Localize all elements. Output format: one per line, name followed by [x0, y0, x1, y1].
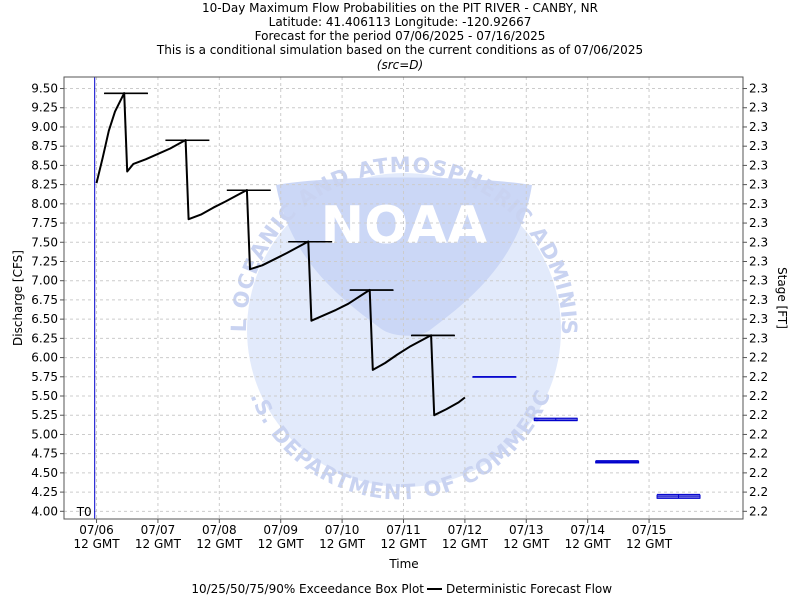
y-right-tick-label: 2.2 — [749, 504, 768, 518]
x-tick-label-time: 12 GMT — [196, 537, 243, 551]
chart-conditional-note: This is a conditional simulation based o… — [156, 43, 643, 57]
y-left-tick-label: 6.75 — [31, 293, 58, 307]
x-tick-label-time: 12 GMT — [73, 537, 120, 551]
noaa-watermark-gull — [276, 177, 532, 336]
y-left-tick-label: 4.75 — [31, 447, 58, 461]
x-tick-label-date: 07/09 — [263, 523, 298, 537]
y-left-tick-label: 8.25 — [31, 178, 58, 192]
deterministic-forecast-line — [95, 92, 466, 417]
y-axis-right: 2.2 2.2 2.2 2.2 2.2 2.2 2.2 2.2 2.2 2.3 2.3 2.3 2.3 2… — [743, 82, 768, 518]
t0-marker: T0 — [76, 77, 96, 519]
x-tick-label-date: 07/13 — [509, 523, 544, 537]
y-left-tick-label: 4.00 — [31, 504, 58, 518]
x-tick-label-time: 12 GMT — [503, 537, 550, 551]
x-tick-label-date: 07/14 — [570, 523, 605, 537]
x-tick-label-time: 12 GMT — [319, 537, 366, 551]
y-left-tick-label: 4.50 — [31, 466, 58, 480]
x-axis-title: Time — [388, 557, 418, 571]
y-left-tick-label: 8.00 — [31, 197, 58, 211]
legend-boxplot-label: 10/25/50/75/90% Exceedance Box Plot — [191, 582, 424, 596]
y-left-tick-label: 9.25 — [31, 101, 58, 115]
y-right-tick-label: 2.2 — [749, 485, 768, 499]
boxplot — [349, 289, 394, 291]
y-right-tick-label: 2.3 — [749, 274, 768, 288]
y-right-tick-label: 2.3 — [749, 312, 768, 326]
y-left-tick-label: 4.25 — [31, 485, 58, 499]
x-tick-label-date: 07/06 — [79, 523, 114, 537]
grid-lines — [64, 77, 743, 519]
x-tick-label-time: 12 GMT — [380, 537, 427, 551]
y-left-tick-label: 8.50 — [31, 158, 58, 172]
deterministic-series — [95, 92, 466, 417]
chart-title: 10-Day Maximum Flow Probabilities on the… — [202, 1, 598, 15]
x-tick-label-date: 07/08 — [202, 523, 237, 537]
y-right-tick-label: 2.3 — [749, 139, 768, 153]
y-left-tick-label: 8.75 — [31, 139, 58, 153]
y-left-tick-label: 7.50 — [31, 235, 58, 249]
y-right-tick-label: 2.2 — [749, 427, 768, 441]
chart-source: (src=D) — [377, 58, 423, 72]
t0-label: T0 — [76, 505, 92, 519]
y-right-tick-label: 2.3 — [749, 120, 768, 134]
y-right-tick-label: 2.3 — [749, 235, 768, 249]
y-left-tick-label: 5.75 — [31, 370, 58, 384]
boxplot — [595, 460, 640, 464]
x-tick-label-time: 12 GMT — [442, 537, 489, 551]
boxplot — [533, 417, 578, 422]
x-tick-label-date: 07/11 — [386, 523, 421, 537]
y-left-tick-label: 6.00 — [31, 351, 58, 365]
x-tick-label-time: 12 GMT — [626, 537, 673, 551]
y-axis-left-title: Discharge [CFS] — [11, 250, 25, 346]
y-left-tick-label: 6.25 — [31, 331, 58, 345]
y-left-tick-label: 9.50 — [31, 82, 58, 96]
boxplot — [288, 241, 333, 243]
y-left-tick-label: 5.50 — [31, 389, 58, 403]
y-right-tick-label: 2.2 — [749, 389, 768, 403]
x-tick-label-date: 07/07 — [141, 523, 176, 537]
x-tick-label-time: 12 GMT — [135, 537, 182, 551]
y-left-tick-label: 5.25 — [31, 408, 58, 422]
y-left-tick-label: 7.75 — [31, 216, 58, 230]
exceedance-boxplots — [104, 92, 701, 499]
y-right-tick-label: 2.3 — [749, 331, 768, 345]
y-left-tick-label: 6.50 — [31, 312, 58, 326]
y-right-tick-label: 2.3 — [749, 178, 768, 192]
x-tick-label-date: 07/15 — [632, 523, 667, 537]
y-left-tick-label: 7.00 — [31, 274, 58, 288]
y-right-tick-label: 2.3 — [749, 254, 768, 268]
chart-title-block: 10-Day Maximum Flow Probabilities on the… — [156, 1, 643, 72]
boxplot — [226, 189, 271, 191]
y-right-tick-label: 2.2 — [749, 466, 768, 480]
y-right-tick-label: 2.3 — [749, 293, 768, 307]
boxplot — [104, 92, 148, 95]
boxplot — [165, 139, 210, 142]
y-right-tick-label: 2.3 — [749, 82, 768, 96]
chart-forecast-period: Forecast for the period 07/06/2025 - 07/… — [255, 29, 546, 43]
legend-deterministic-label: Deterministic Forecast Flow — [446, 582, 612, 596]
y-right-tick-label: 2.3 — [749, 158, 768, 172]
y-right-tick-label: 2.3 — [749, 101, 768, 115]
y-left-tick-label: 5.00 — [31, 427, 58, 441]
y-left-tick-label: 9.00 — [31, 120, 58, 134]
x-tick-label-time: 12 GMT — [258, 537, 305, 551]
chart-location: Latitude: 41.406113 Longitude: -120.9266… — [269, 15, 532, 29]
y-right-tick-label: 2.2 — [749, 447, 768, 461]
y-right-tick-label: 2.2 — [749, 370, 768, 384]
x-tick-label-time: 12 GMT — [565, 537, 612, 551]
y-right-tick-label: 2.3 — [749, 197, 768, 211]
y-right-tick-label: 2.2 — [749, 408, 768, 422]
x-tick-label-date: 07/12 — [448, 523, 483, 537]
y-right-tick-label: 2.3 — [749, 216, 768, 230]
y-axis-right-title: Stage [FT] — [775, 267, 789, 329]
x-tick-label-date: 07/10 — [325, 523, 360, 537]
y-right-tick-label: 2.2 — [749, 351, 768, 365]
boxplot — [410, 334, 455, 337]
boxplot — [656, 493, 701, 499]
boxplot — [472, 376, 517, 378]
legend: 10/25/50/75/90% Exceedance Box Plot Dete… — [191, 582, 612, 596]
y-axis-left: 4.00 4.25 4.50 4.75 5.00 5.25 5.50 5.75 6.00 6.25… — [31, 82, 64, 518]
y-left-tick-label: 7.25 — [31, 254, 58, 268]
